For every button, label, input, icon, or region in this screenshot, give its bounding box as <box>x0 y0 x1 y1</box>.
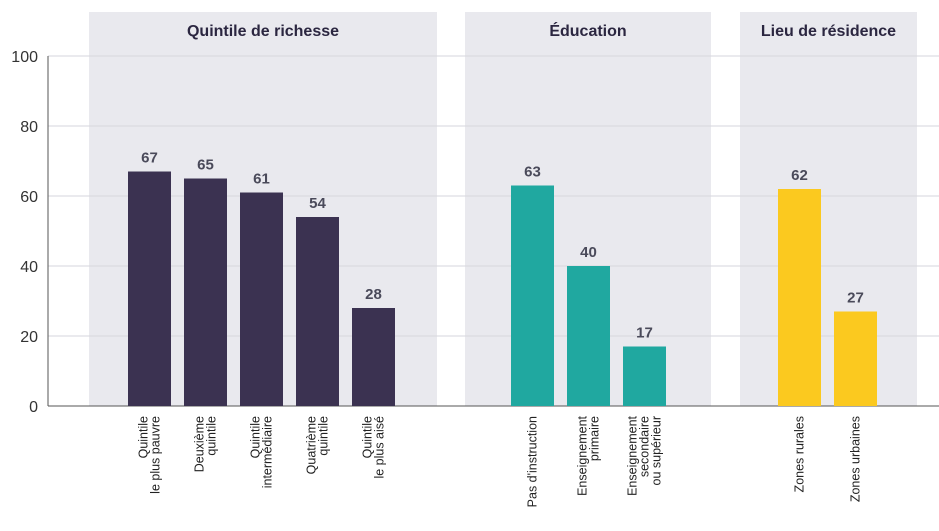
category-label-0-3: Quatrièmequintile <box>305 416 331 474</box>
bar-1-2 <box>623 346 666 406</box>
category-label-1-1: Enseignementprimaire <box>576 415 602 495</box>
bar-1-0 <box>511 185 554 406</box>
value-label-0-1: 65 <box>197 157 214 174</box>
value-label-0-0: 67 <box>141 150 158 167</box>
category-label-1-2: Enseignementsecondaireou supérieur <box>626 415 664 495</box>
value-label-1-2: 17 <box>636 325 653 342</box>
y-tick-label-80: 80 <box>20 119 38 136</box>
y-tick-label-0: 0 <box>29 399 38 416</box>
value-label-0-3: 54 <box>309 195 326 212</box>
category-label-0-0: Quintilele plus pauvre <box>137 416 163 494</box>
category-label-2-0: Zones rurales <box>793 416 807 492</box>
group-title-2: Lieu de résidence <box>761 23 896 40</box>
category-label-0-2: Quintileintermédiaire <box>249 416 275 488</box>
bar-1-1 <box>567 266 610 406</box>
y-tick-label-100: 100 <box>11 49 38 66</box>
y-tick-label-40: 40 <box>20 259 38 276</box>
bar-0-1 <box>184 178 227 406</box>
value-label-2-1: 27 <box>847 290 864 307</box>
bar-2-1 <box>834 311 877 406</box>
bar-0-4 <box>352 308 395 406</box>
group-title-0: Quintile de richesse <box>187 23 339 40</box>
y-tick-label-60: 60 <box>20 189 38 206</box>
bar-2-0 <box>778 189 821 406</box>
value-label-1-0: 63 <box>524 164 541 181</box>
category-label-0-4: Quintilele plus aisé <box>361 416 387 479</box>
group-panel-2 <box>740 12 917 406</box>
bar-0-0 <box>128 171 171 406</box>
bar-0-2 <box>240 192 283 406</box>
category-label-0-1: Deuxièmequintile <box>193 416 219 472</box>
bar-0-3 <box>296 217 339 406</box>
value-label-1-1: 40 <box>580 244 597 261</box>
y-tick-label-20: 20 <box>20 329 38 346</box>
group-title-1: Éducation <box>549 21 626 40</box>
category-label-2-1: Zones urbaines <box>849 416 863 502</box>
category-label-1-0: Pas d'instruction <box>526 416 540 507</box>
value-label-0-4: 28 <box>365 286 382 303</box>
value-label-2-0: 62 <box>791 167 808 184</box>
value-label-0-2: 61 <box>253 171 270 188</box>
